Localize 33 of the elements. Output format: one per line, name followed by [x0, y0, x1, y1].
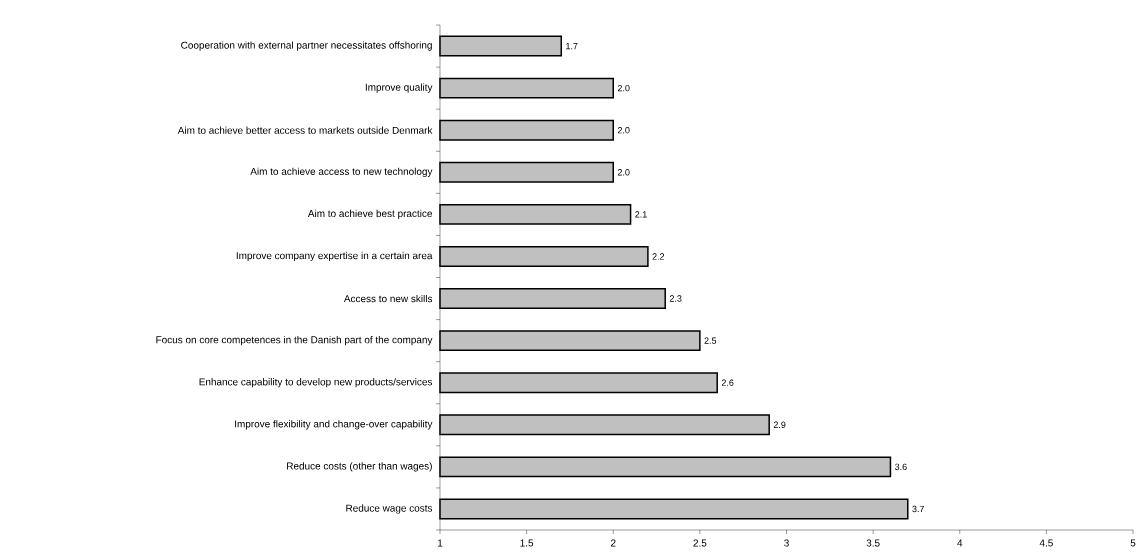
y-tick-label: Improve company expertise in a certain area: [236, 251, 433, 262]
x-tick-label: 3.5: [866, 539, 880, 547]
y-tick-label: Aim to achieve best practice: [307, 209, 433, 220]
data-label: 2.0: [617, 169, 630, 176]
y-tick-label: Focus on core competences in the Danish part of the company: [156, 335, 433, 346]
y-tick-label: Aim to achieve access to new technology: [250, 167, 433, 177]
y-tick-label: Reduce costs (other than wages): [287, 462, 432, 472]
x-tick-label: 2: [610, 539, 616, 547]
y-tick-label: Enhance capability to develop new products/services: [199, 378, 433, 388]
data-label: 3.7: [912, 505, 924, 513]
y-tick-label: Access to new skills: [343, 294, 433, 303]
data-label: 2.0: [617, 127, 630, 134]
x-tick-label: 1: [438, 539, 443, 547]
data-label: 1.7: [566, 42, 578, 50]
x-tick-label: 1.5: [520, 539, 534, 547]
data-label: 2.9: [773, 421, 786, 428]
data-label: 3.6: [895, 463, 907, 471]
y-tick-label: Improve flexibility and change-over capability: [235, 420, 433, 430]
y-tick-label: Reduce wage costs: [346, 504, 433, 514]
data-label: 2.0: [617, 84, 630, 92]
x-tick-label: 4.5: [1039, 539, 1053, 547]
y-tick-label: Improve quality: [365, 83, 433, 93]
data-label: 2.1: [635, 211, 647, 218]
data-label: 2.6: [721, 379, 734, 386]
data-label: 2.3: [669, 295, 682, 302]
x-tick-label: 4: [957, 539, 963, 547]
data-label: 2.2: [652, 253, 665, 260]
y-tick-label: Aim to achieve better access to markets outside Denmark: [177, 126, 433, 134]
y-tick-label: Cooperation with external partner necessitates offshoring: [181, 41, 432, 51]
x-tick-label: 5: [1130, 539, 1136, 547]
x-tick-label: 3: [784, 539, 789, 547]
x-tick-label: 2.5: [693, 539, 707, 547]
data-label: 2.5: [704, 337, 717, 344]
